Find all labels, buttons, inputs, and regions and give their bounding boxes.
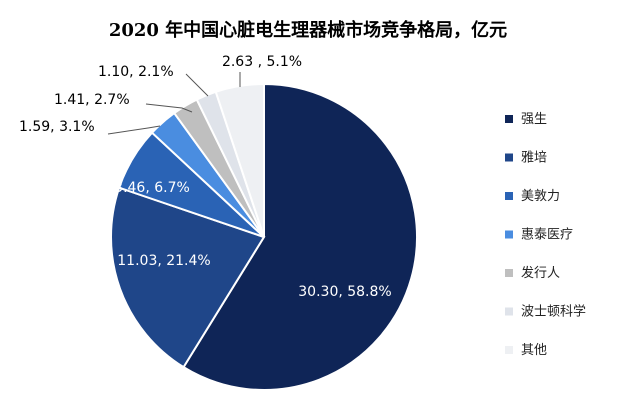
legend-label-2: 雅培 <box>521 150 547 166</box>
slice-5-data-label: 1.41, 2.7% <box>54 92 130 108</box>
slice-5-leader-line <box>145 103 193 113</box>
data-labels: 30.30, 58.8% 11.03, 21.4% 3.46, 6.7% 1.59, … <box>19 54 392 300</box>
legend-label-4: 惠泰医疗 <box>521 228 573 243</box>
legend-swatch-6 <box>505 307 513 316</box>
legend-swatch-3 <box>505 192 513 200</box>
leader-lines <box>107 72 241 135</box>
slice-2-data-label: 11.03, 21.4% <box>117 253 210 269</box>
legend-swatch-7 <box>505 346 513 354</box>
slice-1-data-label: 30.30, 58.8% <box>298 284 391 300</box>
chart-title: 2020 年中国心脏电生理器械市场竞争格局，亿元 <box>109 19 507 41</box>
slice-7-data-label: 2.63 , 5.1% <box>222 54 302 70</box>
slice-4-data-label: 1.59, 3.1% <box>19 119 95 135</box>
legend-swatch-1 <box>505 115 513 123</box>
legend-label-3: 美敦力 <box>521 188 560 204</box>
slice-3-data-label: 3.46, 6.7% <box>114 180 190 196</box>
legend-label-1: 强生 <box>521 112 547 127</box>
slice-1 <box>182 82 418 391</box>
slice-4-leader-line <box>107 125 161 135</box>
slice-6-leader-line <box>185 73 209 97</box>
legend-label-6: 波士顿科学 <box>521 304 586 320</box>
legend-label-7: 其他 <box>521 343 547 358</box>
legend-label-5: 发行人 <box>521 265 560 281</box>
slice-2 <box>110 186 266 369</box>
legend-swatch-4 <box>505 230 513 239</box>
legend-swatch-5 <box>505 269 513 277</box>
slice-6-data-label: 1.10, 2.1% <box>98 64 174 80</box>
pie-slices <box>110 82 418 391</box>
legend-swatch-2 <box>505 153 513 162</box>
